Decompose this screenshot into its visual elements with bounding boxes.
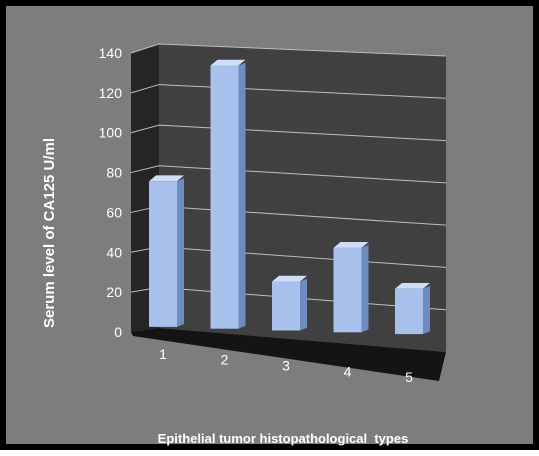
x-tick-label: 1	[159, 346, 167, 362]
bars	[149, 59, 430, 335]
bar-side	[300, 278, 307, 331]
bar-front	[272, 281, 300, 331]
gridline	[130, 43, 447, 57]
bar-front	[210, 65, 239, 329]
x-tick-label: 3	[282, 358, 290, 374]
gridline	[130, 124, 447, 142]
bar	[210, 59, 246, 329]
gridline	[130, 165, 447, 184]
y-tick-labels: 0 20 40 60 80 100 120 140	[99, 45, 123, 340]
y-tick-label: 20	[106, 284, 122, 300]
gridline	[130, 84, 447, 99]
bar-side	[423, 285, 430, 335]
x-tick-label: 4	[344, 363, 352, 379]
bar-top	[149, 175, 184, 182]
bar-top	[333, 242, 369, 248]
bar-front	[395, 288, 423, 335]
bar	[272, 275, 307, 331]
x-axis-label: Epithelial tumor histopathological types	[158, 431, 409, 446]
x-tick-labels: 1 2 3 4 5	[159, 346, 413, 385]
bar-front	[333, 247, 362, 333]
y-tick-label: 0	[114, 324, 122, 340]
y-tick-label: 80	[106, 165, 122, 181]
y-tick-label: 60	[106, 204, 122, 220]
bar-front	[149, 181, 177, 327]
bar-side	[177, 178, 184, 327]
bar	[395, 282, 430, 335]
y-tick-label: 140	[99, 45, 123, 61]
y-axis-label: Serum level of CA125 U/ml	[41, 138, 58, 328]
bar-top	[272, 275, 307, 282]
y-tick-label: 40	[106, 244, 122, 260]
bar-side	[238, 62, 246, 329]
x-tick-label: 5	[405, 369, 413, 385]
bar-chart: 0 20 40 60 80 100 120 140 1 2 3 4 5 Serum level of …	[41, 43, 447, 446]
bar	[333, 242, 369, 333]
y-tick-label: 100	[99, 125, 123, 141]
y-tick-label: 120	[99, 85, 123, 101]
bar-top	[395, 282, 430, 289]
x-tick-label: 2	[221, 352, 229, 368]
bar	[149, 175, 184, 327]
bar-top	[210, 59, 246, 66]
floor	[131, 328, 446, 381]
bar-side	[361, 245, 369, 333]
